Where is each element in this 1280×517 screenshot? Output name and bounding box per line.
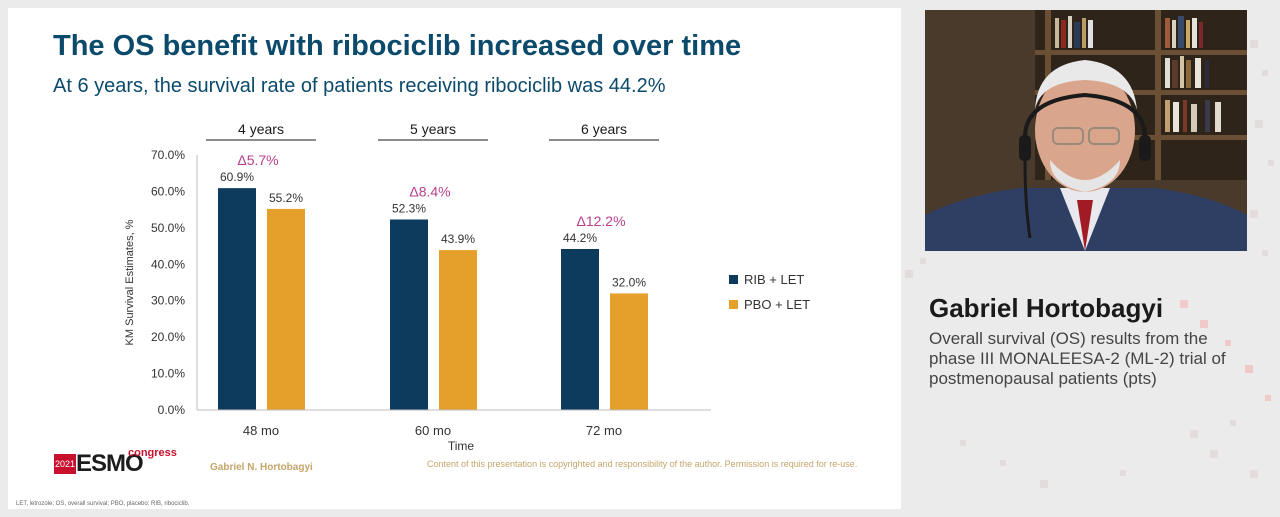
bar-rib-let xyxy=(561,248,599,410)
y-tick-label: 20.0% xyxy=(151,330,185,344)
y-tick-label: 50.0% xyxy=(151,221,185,235)
delta-label: Δ12.2% xyxy=(576,213,625,229)
y-tick-label: 10.0% xyxy=(151,367,185,381)
chart-legend: RIB + LET PBO + LET xyxy=(729,272,810,312)
copyright-notice: Content of this presentation is copyrigh… xyxy=(427,459,858,469)
legend-swatch xyxy=(729,300,738,309)
speaker-video xyxy=(925,10,1247,251)
bar-value-label: 44.2% xyxy=(563,231,597,245)
bar-pbo-let xyxy=(267,208,305,410)
y-tick-label: 60.0% xyxy=(151,184,185,198)
bar-chart: 0.0% 10.0% 20.0% 30.0% 40.0% 50.0% 60.0% 70.0% K… xyxy=(124,121,810,453)
slide-title: The OS benefit with ribociclib increased… xyxy=(53,30,742,62)
logo-year: 2021 xyxy=(54,454,76,474)
y-tick-label: 0.0% xyxy=(158,403,186,417)
y-axis-title: KM Survival Estimates, % xyxy=(124,219,136,345)
x-tick-label: 48 mo xyxy=(243,423,279,438)
bars xyxy=(218,188,648,410)
speaker-description: Overall survival (OS) results from the p… xyxy=(929,329,1226,388)
logo-word: ESMO xyxy=(76,450,144,477)
presentation-slide: The OS benefit with ribociclib increased… xyxy=(8,8,901,509)
group-header: 4 years xyxy=(238,121,284,137)
delta-label: Δ8.4% xyxy=(409,183,450,199)
x-axis: 48 mo 60 mo 72 mo Time xyxy=(197,409,711,453)
legend-label: RIB + LET xyxy=(744,272,804,287)
bar-value-label: 60.9% xyxy=(220,170,254,184)
y-tick-label: 40.0% xyxy=(151,257,185,271)
logo-congress: congress xyxy=(128,447,177,459)
x-tick-label: 72 mo xyxy=(586,423,622,438)
bar-pbo-let xyxy=(439,250,477,410)
delta-label: Δ5.7% xyxy=(237,152,278,168)
bar-value-label: 55.2% xyxy=(269,191,303,205)
y-tick-label: 30.0% xyxy=(151,294,185,308)
esmo-logo: 2021 ESMO congress xyxy=(54,447,184,479)
bar-rib-let xyxy=(390,219,428,410)
legend-label: PBO + LET xyxy=(744,297,810,312)
group-header: 5 years xyxy=(410,121,456,137)
presenter-footer: Gabriel N. Hortobagyi xyxy=(210,462,313,473)
group-header: 6 years xyxy=(581,121,627,137)
speaker-name: Gabriel Hortobagyi xyxy=(929,293,1164,323)
bar-pbo-let xyxy=(610,293,648,410)
bar-value-label: 43.9% xyxy=(441,232,475,246)
bar-value-label: 52.3% xyxy=(392,201,426,215)
data-labels: 60.9% 55.2% Δ5.7% 52.3% 43.9% Δ8.4% 44.2% 32.0%… xyxy=(220,152,646,289)
group-headers: 4 years 5 years 6 years xyxy=(206,121,659,141)
speaker-video-frame xyxy=(925,10,1247,251)
x-tick-label: 60 mo xyxy=(415,423,451,438)
bar-rib-let xyxy=(218,188,256,410)
bar-value-label: 32.0% xyxy=(612,275,646,289)
slide-subtitle: At 6 years, the survival rate of patient… xyxy=(53,75,666,97)
x-axis-title: Time xyxy=(448,439,475,453)
y-axis: 0.0% 10.0% 20.0% 30.0% 40.0% 50.0% 60.0% 70.0% K… xyxy=(124,148,198,417)
y-tick-label: 70.0% xyxy=(151,148,185,162)
legend-swatch xyxy=(729,275,738,284)
abbreviations-footnote: LET, letrozole; OS, overall survival; PB… xyxy=(16,501,190,507)
